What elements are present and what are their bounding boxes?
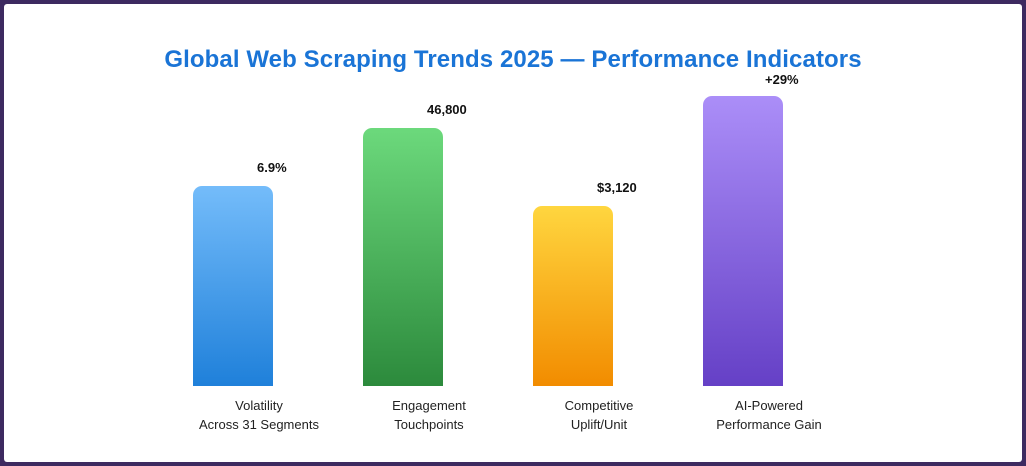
- chart-title: Global Web Scraping Trends 2025 — Perfor…: [164, 46, 862, 73]
- value-label-2: 46,800: [427, 102, 467, 117]
- bar-4: [703, 96, 783, 386]
- category-label-3: Competitive Uplift/Unit: [519, 396, 679, 434]
- category-label-line: Competitive: [564, 398, 634, 413]
- value-label-4: +29%: [765, 72, 799, 87]
- category-label-line: Touchpoints: [394, 417, 464, 432]
- category-label-line: Performance Gain: [716, 417, 822, 432]
- category-label-line: Volatility: [235, 398, 283, 413]
- bar-1: [193, 186, 273, 386]
- value-label-3: $3,120: [597, 180, 637, 195]
- chart-frame: Global Web Scraping Trends 2025 — Perfor…: [4, 4, 1022, 462]
- bar-3: [533, 206, 613, 386]
- value-label-1: 6.9%: [257, 160, 287, 175]
- category-label-4: AI-Powered Performance Gain: [689, 396, 849, 434]
- category-label-2: Engagement Touchpoints: [349, 396, 509, 434]
- category-label-line: Uplift/Unit: [570, 417, 628, 432]
- category-label-line: Engagement: [392, 398, 466, 413]
- category-label-1: Volatility Across 31 Segments: [179, 396, 339, 434]
- bar-2: [363, 128, 443, 386]
- category-label-line: AI-Powered: [735, 398, 803, 413]
- category-label-line: Across 31 Segments: [199, 417, 319, 432]
